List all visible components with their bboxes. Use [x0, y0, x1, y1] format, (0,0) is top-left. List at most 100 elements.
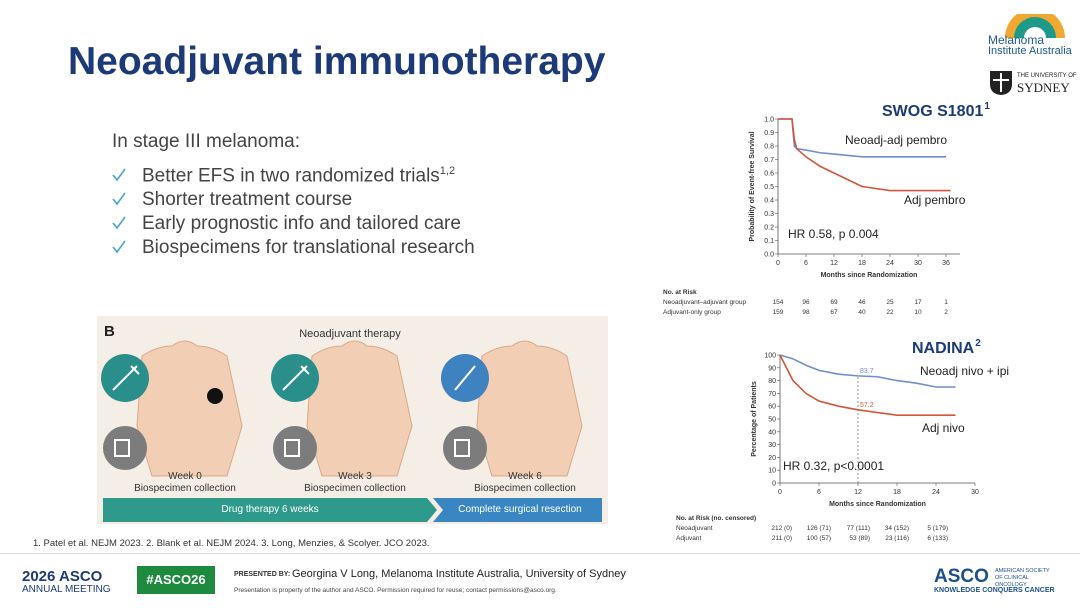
y-tick-label: 0.7	[764, 157, 774, 164]
y-tick-label: 50	[768, 417, 776, 424]
x-tick-label: 18	[858, 260, 866, 267]
risk-count: 6 (133)	[927, 535, 948, 542]
y-tick-label: 0.5	[764, 184, 774, 191]
usyd-name: THE UNIVERSITY OF	[1017, 73, 1077, 79]
disclaimer: Presentation is property of the author a…	[234, 587, 557, 594]
panel-week: Week 0	[168, 471, 202, 482]
hazard-ratio: HR 0.58, p 0.004	[788, 227, 879, 241]
series-label: Adj pembro	[904, 193, 966, 207]
y-tick-label: 0.1	[764, 238, 774, 245]
landmark-value: 83.7	[860, 368, 874, 375]
survival-curve	[778, 118, 951, 192]
risk-count: 53 (89)	[849, 535, 870, 542]
y-axis-label: Percentage of Patients	[751, 381, 758, 457]
y-tick-label: 90	[768, 365, 776, 372]
bullet-item: Better EFS in two randomized trials1,2	[142, 165, 455, 187]
survival-curve	[779, 354, 956, 388]
risk-count: 25	[886, 299, 894, 306]
footnote: 1. Patel et al. NEJM 2023. 2. Blank et a…	[33, 538, 430, 549]
risk-count: 1	[944, 299, 948, 306]
risk-count: 67	[830, 309, 838, 316]
risk-count: 34 (152)	[885, 525, 909, 532]
usyd-crest	[990, 71, 1012, 95]
risk-count: 40	[858, 309, 866, 316]
footer-rule	[0, 553, 1080, 554]
risk-count: 2	[944, 309, 948, 316]
bullet-text: Shorter treatment course	[142, 189, 353, 210]
presenter: Georgina V Long, Melanoma Institute Aust…	[292, 568, 626, 580]
y-tick-label: 20	[768, 455, 776, 462]
arrow-label: Drug therapy 6 weeks	[221, 504, 319, 515]
x-tick-label: 0	[776, 260, 780, 267]
risk-table-title: No. at Risk	[663, 289, 697, 296]
meeting-name: 2026 ASCO	[22, 568, 103, 585]
y-tick-label: 70	[768, 391, 776, 398]
bullet-text: Biospecimens for translational research	[142, 237, 475, 258]
bullet-text: Better EFS in two randomized trials	[142, 165, 440, 187]
x-tick-label: 6	[804, 260, 808, 267]
risk-count: 23 (116)	[885, 535, 909, 542]
panel-caption: Biospecimen collection	[134, 483, 236, 494]
risk-count: 159	[773, 309, 784, 316]
figure-title: Neoadjuvant therapy	[299, 328, 401, 340]
x-tick-label: 18	[893, 489, 901, 496]
slide-title: Neoadjuvant immunotherapy	[68, 40, 606, 83]
arrow-drug	[103, 498, 437, 522]
bullet-text: Early prognostic info and tailored care	[142, 213, 461, 234]
risk-table-title: No. at Risk (no. censored)	[676, 515, 756, 522]
x-tick-label: 12	[854, 489, 862, 496]
x-tick-label: 36	[942, 260, 950, 267]
risk-count: 154	[773, 299, 784, 306]
title-footnote-ref: 2	[975, 338, 981, 349]
y-tick-label: 0.9	[764, 130, 774, 137]
mia-logo-mark	[1005, 14, 1065, 38]
check-icon	[112, 216, 126, 230]
check-icon	[112, 240, 126, 254]
icon-specimen	[273, 426, 317, 470]
risk-count: 10	[914, 309, 922, 316]
icon-specimen	[443, 426, 487, 470]
panel-caption: Biospecimen collection	[474, 483, 576, 494]
bullet-item: Biospecimens for translational research	[142, 237, 475, 259]
charts: 0.00.10.20.30.40.50.60.70.80.91.00 6 12 18 2…	[663, 101, 1009, 542]
asco-logo: ASCO	[934, 566, 989, 587]
risk-count: 46	[858, 299, 866, 306]
risk-count: 77 (111)	[847, 525, 870, 532]
y-tick-label: 10	[768, 468, 776, 475]
x-tick-label: 24	[932, 489, 940, 496]
asco-tagline: KNOWLEDGE CONQUERS CANCER	[934, 587, 1055, 594]
x-tick-label: 0	[778, 489, 782, 496]
landmark-value: 57.2	[860, 402, 874, 409]
bullet-item: Shorter treatment course	[142, 189, 352, 211]
check-icon	[112, 168, 126, 182]
survival-curve	[778, 118, 946, 158]
risk-row-label: Adjuvant-only group	[663, 309, 721, 316]
arrow-surgery	[433, 498, 602, 522]
figure-label: B	[104, 323, 115, 340]
x-axis-label: Months since Randomization	[829, 501, 926, 508]
panel-caption: Biospecimen collection	[304, 483, 406, 494]
panel-week: Week 6	[508, 471, 542, 482]
risk-count: 98	[802, 309, 810, 316]
tumor	[207, 388, 223, 404]
x-axis-label: Months since Randomization	[821, 272, 918, 279]
bullet-item: Early prognostic info and tailored care	[142, 213, 461, 235]
y-tick-label: 40	[768, 429, 776, 436]
y-axis-label: Probability of Event-free Survival	[749, 131, 756, 241]
series-label: Neoadj-adj pembro	[845, 133, 947, 147]
chart-title: NADINA	[912, 340, 975, 357]
x-tick-label: 6	[817, 489, 821, 496]
y-tick-label: 0.6	[764, 171, 774, 178]
chart-title: SWOG S1801	[882, 103, 983, 120]
y-tick-label: 1.0	[764, 117, 774, 124]
y-tick-label: 80	[768, 378, 776, 385]
meeting-sub: ANNUAL MEETING	[22, 584, 111, 595]
x-tick-label: 30	[971, 489, 979, 496]
torsos	[136, 340, 583, 477]
risk-count: 100 (57)	[807, 535, 831, 542]
panel-week: Week 3	[338, 471, 372, 482]
y-tick-label: 0.0	[764, 252, 774, 259]
y-tick-label: 100	[764, 353, 776, 360]
y-tick-label: 30	[768, 442, 776, 449]
